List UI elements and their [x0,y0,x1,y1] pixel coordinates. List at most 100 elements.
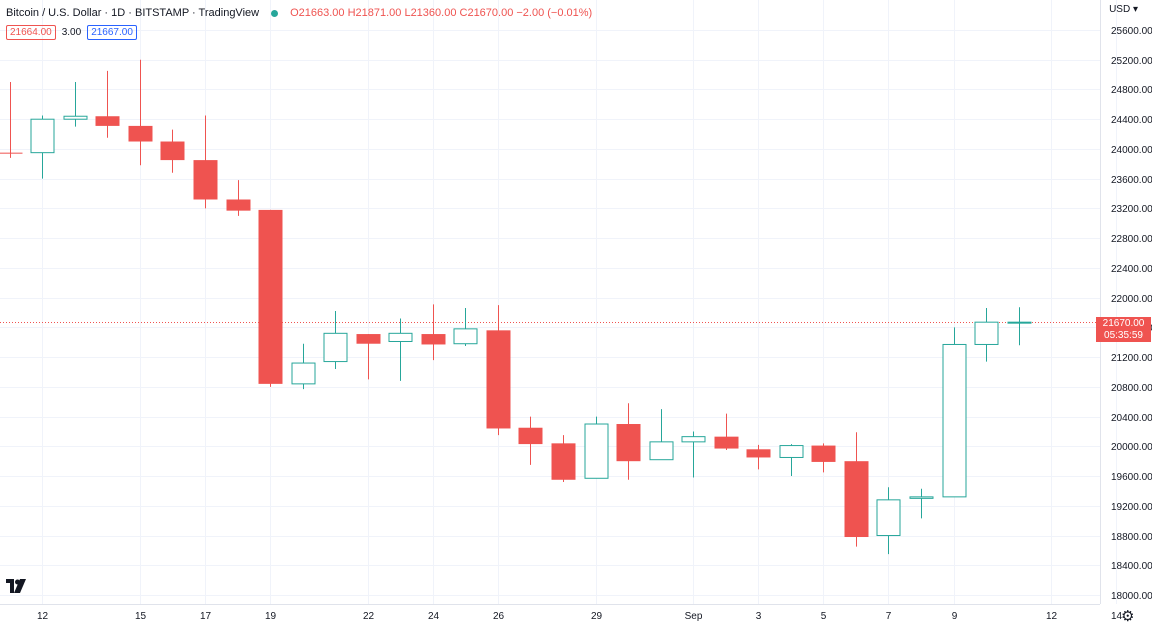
candle[interactable] [518,416,543,465]
candle-body-down [421,334,446,345]
chevron-down-icon: ▾ [1130,4,1138,15]
candle-body-up [30,118,55,154]
time-axis[interactable]: 12 15 17 19 22 24 26 29 Sep 3 5 7 9 12 14 [37,611,1123,622]
candle[interactable] [193,115,218,209]
candle[interactable] [95,70,120,138]
candle-body-down [518,427,543,445]
candle-body-up [291,362,316,385]
candle-body-down [844,461,869,538]
candle[interactable] [388,318,413,381]
candle[interactable] [1007,307,1032,346]
candle[interactable] [128,59,153,166]
candle[interactable] [551,435,576,482]
candle[interactable] [486,305,511,436]
candle[interactable] [876,487,901,555]
candle[interactable] [909,488,934,519]
price-tick-label: 19600.00 [1111,472,1152,483]
candle-body-down [0,152,23,154]
time-tick-label: 15 [135,611,147,622]
bar-countdown: 05:35:59 [1104,330,1143,341]
candle-body-down [551,443,576,480]
candle[interactable] [974,308,999,362]
candle-body-down [486,330,511,429]
last-price-value: 21670.00 [1102,318,1145,329]
candle-body-up [876,499,901,537]
candle[interactable] [0,82,23,158]
candle[interactable] [160,129,185,173]
candle-body-down [95,116,120,126]
candle-body-up [909,496,934,499]
time-tick-label: 7 [886,611,892,622]
candle[interactable] [323,311,348,369]
candle-body-up [942,343,967,498]
candle[interactable] [584,416,609,479]
chart-grid [0,0,1117,604]
price-tick-label: 23600.00 [1111,175,1152,186]
candle-body-up [323,332,348,363]
candle[interactable] [421,304,446,361]
candle[interactable] [649,409,674,461]
price-tick-label: 23200.00 [1111,204,1152,215]
candle[interactable] [811,443,836,473]
candle-body-down [811,445,836,462]
candle-body-down [616,424,641,462]
candle-body-down [258,209,283,384]
candle-body-down [193,160,218,200]
time-tick-label: 19 [265,611,277,622]
candle[interactable] [258,209,283,387]
price-tick-label: 22800.00 [1111,234,1152,245]
candle[interactable] [226,180,251,216]
candle[interactable] [779,444,804,477]
time-tick-label: 9 [952,611,958,622]
candle[interactable] [63,82,88,127]
price-tick-label: 24400.00 [1111,115,1152,126]
candle-body-up [681,436,706,443]
candle[interactable] [714,413,739,451]
candle[interactable] [746,444,771,470]
price-tick-label: 22400.00 [1111,264,1152,275]
symbol-legend: Bitcoin / U.S. Dollar · 1D · BITSTAMP · … [6,7,592,19]
price-tick-label: 19200.00 [1111,502,1152,513]
last-price-tag: 21670.00 05:35:59 [1096,317,1151,342]
sell-price-button[interactable]: 21664.00 [6,25,56,40]
buy-price-button[interactable]: 21667.00 [87,25,137,40]
time-tick-label: 26 [493,611,505,622]
price-tick-label: 22000.00 [1111,294,1152,305]
candle-body-up [388,332,413,342]
time-tick-label: 22 [363,611,375,622]
candle[interactable] [356,334,381,380]
candle-body-down [746,449,771,458]
price-tick-label: 18400.00 [1111,561,1152,572]
candle-body-down [226,199,251,211]
candle-body-up [1007,321,1032,324]
candle[interactable] [844,432,869,547]
time-tick-label: Sep [685,611,703,622]
price-tick-label: 20800.00 [1111,383,1152,394]
candle[interactable] [30,115,55,179]
price-tick-label: 25200.00 [1111,56,1152,67]
time-tick-label: 17 [200,611,212,622]
symbol-title[interactable]: Bitcoin / U.S. Dollar · 1D · BITSTAMP · … [6,7,260,19]
candle-body-down [714,436,739,449]
gear-icon[interactable]: ⚙ [1121,608,1135,625]
price-axis[interactable]: 18000.00 18400.00 18800.00 19200.00 19600.00… [1111,26,1152,602]
tradingview-logo-icon[interactable] [6,579,28,597]
price-tick-label: 18800.00 [1111,532,1152,543]
currency-selector[interactable]: USD ▾ [1109,4,1138,15]
time-tick-label: 14 [1111,611,1123,622]
candle-body-up [63,115,88,120]
candle[interactable] [942,327,967,498]
price-tick-label: 24000.00 [1111,145,1152,156]
candle[interactable] [453,308,478,346]
candle-body-up [453,328,478,345]
price-tick-label: 21200.00 [1111,353,1152,364]
candle[interactable] [681,431,706,478]
candle[interactable] [291,343,316,390]
candle-body-up [779,445,804,458]
price-tick-label: 24800.00 [1111,85,1152,96]
price-tick-label: 25600.00 [1111,26,1152,37]
candle-body-up [649,441,674,461]
time-tick-label: 24 [428,611,440,622]
candle[interactable] [616,403,641,480]
